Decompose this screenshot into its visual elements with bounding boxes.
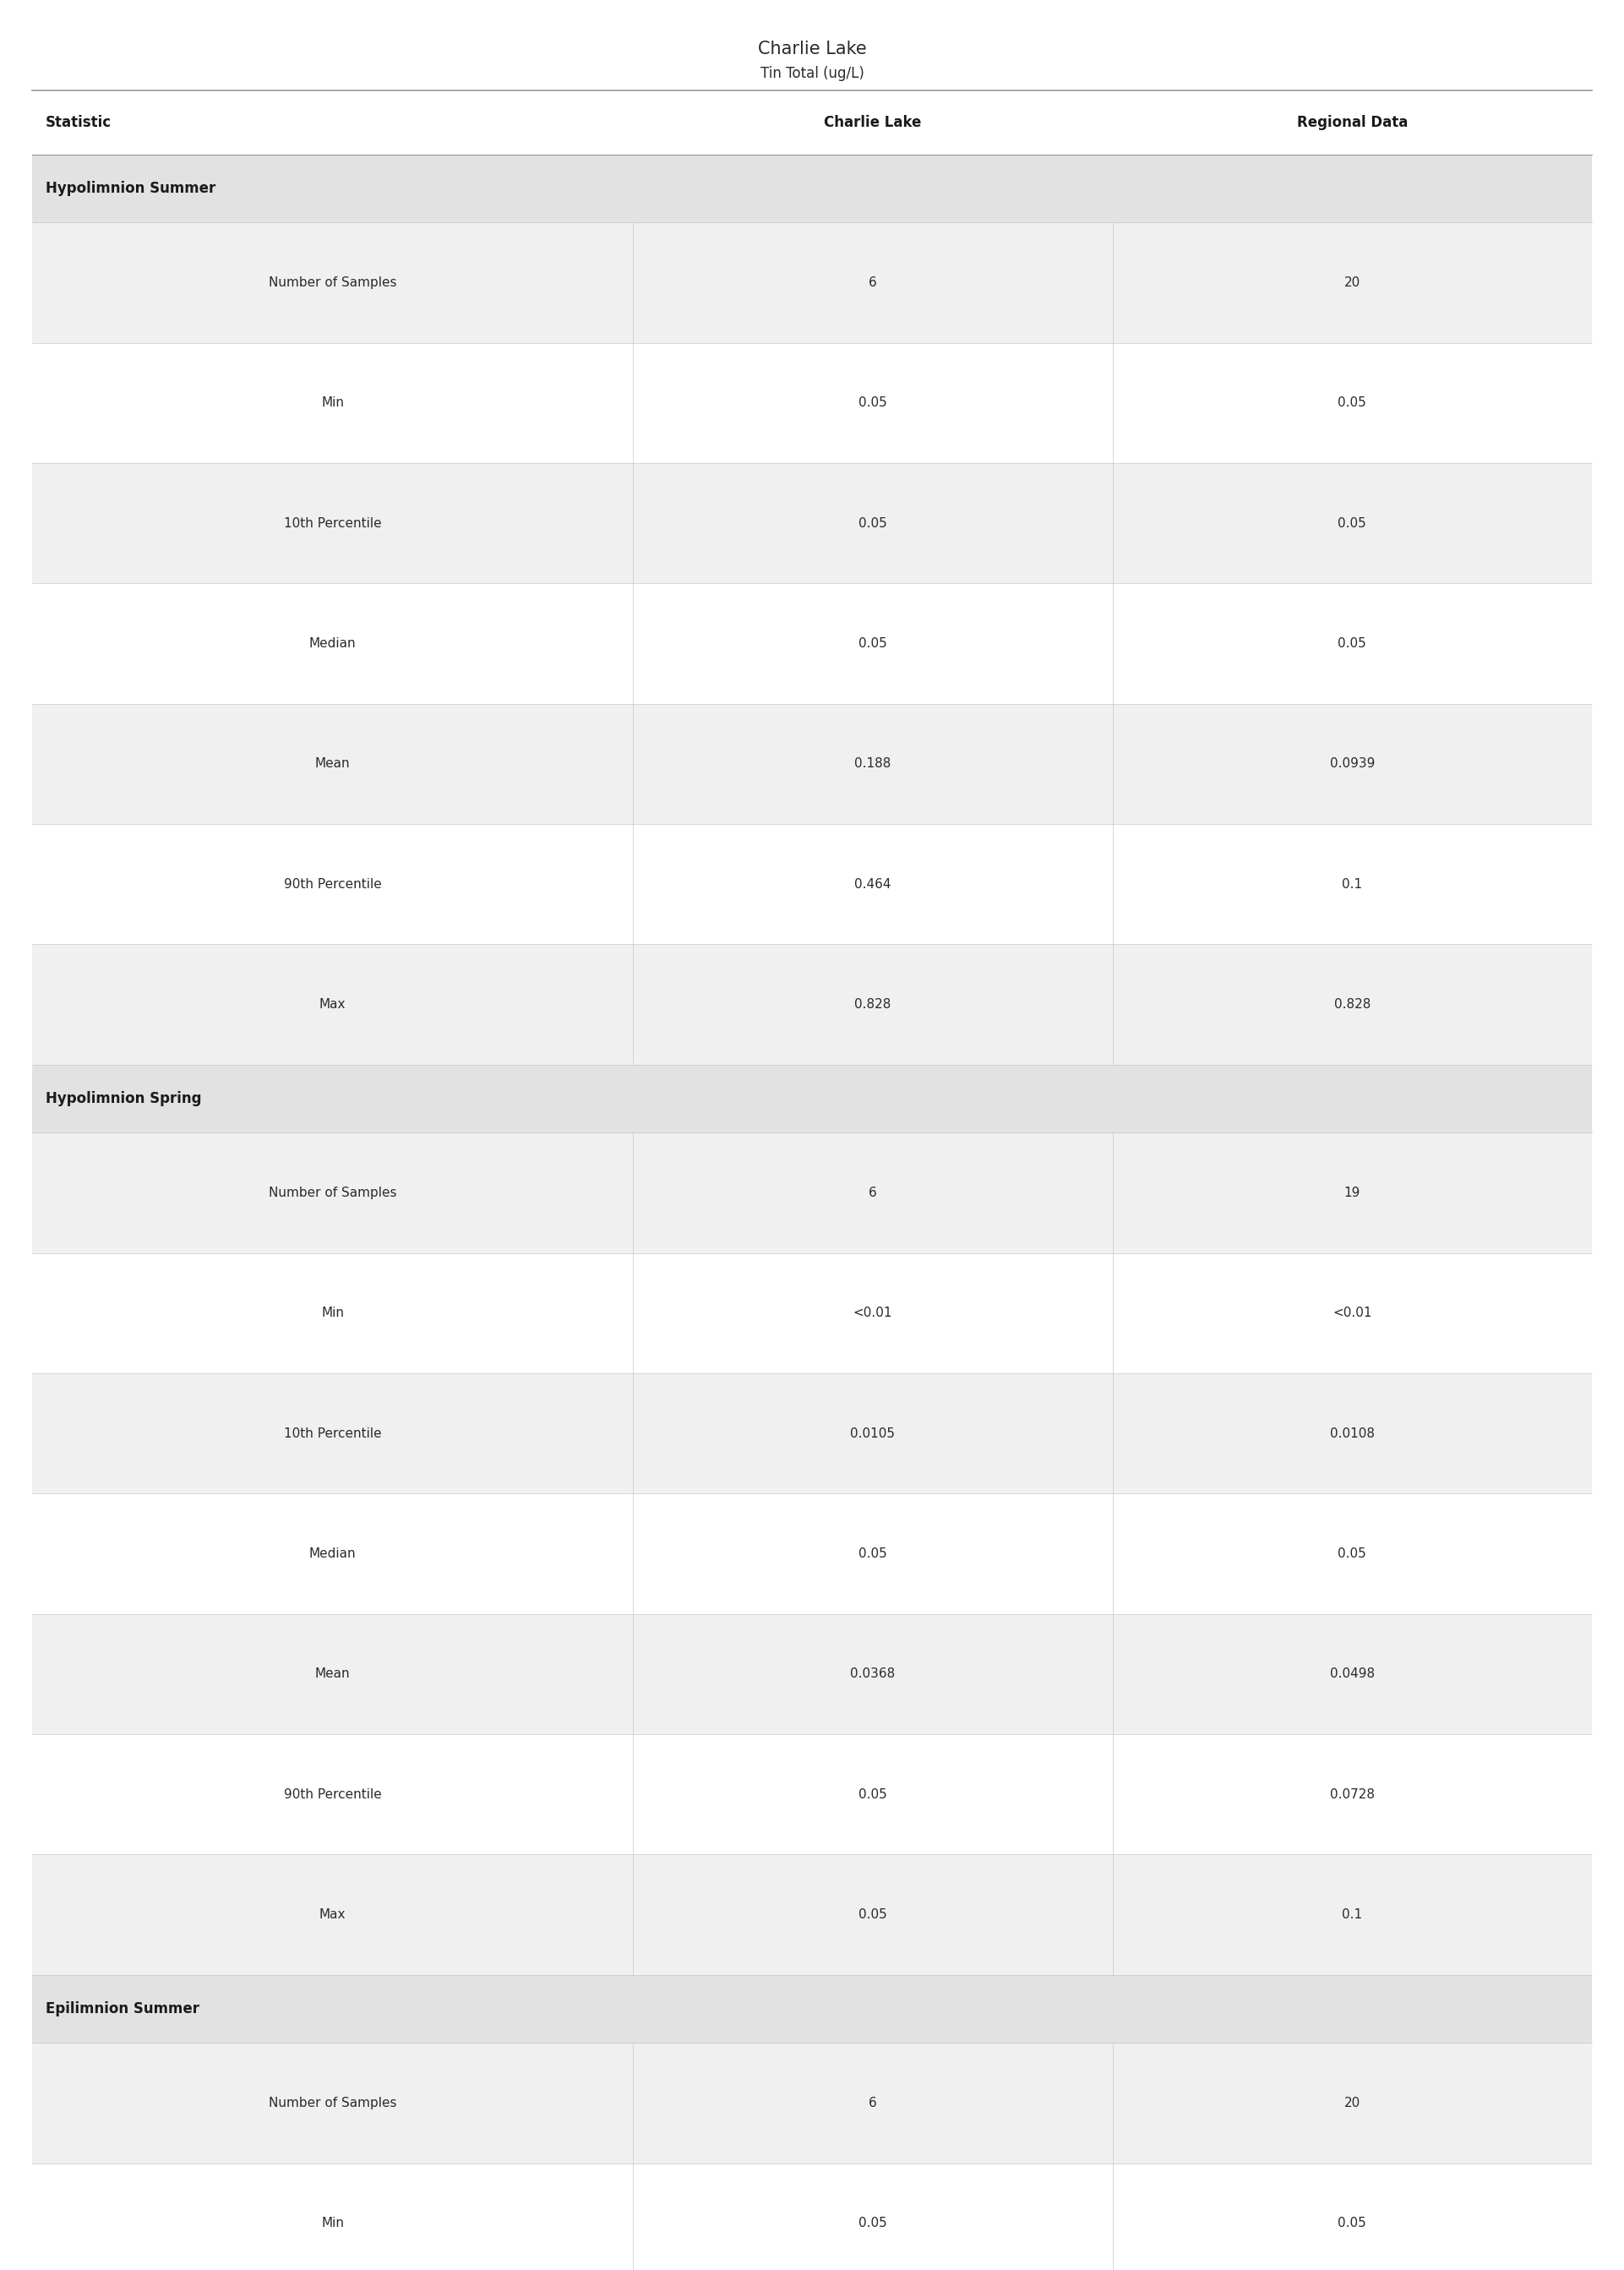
Text: Hypolimnion Summer: Hypolimnion Summer (45, 182, 216, 195)
Text: Epilimnion Summer: Epilimnion Summer (45, 2002, 200, 2016)
Text: 90th Percentile: 90th Percentile (284, 878, 382, 890)
Text: 0.0105: 0.0105 (851, 1428, 895, 1439)
Text: 0.828: 0.828 (854, 999, 892, 1010)
Text: Tin Total (ug/L): Tin Total (ug/L) (760, 66, 864, 82)
Bar (32, 91, 1592, 154)
Text: <0.01: <0.01 (853, 1308, 893, 1319)
Text: Min: Min (322, 1308, 344, 1319)
Text: 6: 6 (869, 2097, 877, 2109)
Text: 19: 19 (1345, 1187, 1361, 1199)
Text: Median: Median (309, 638, 356, 649)
Text: 0.05: 0.05 (859, 1909, 887, 1920)
Text: 6: 6 (869, 1187, 877, 1199)
Text: 0.05: 0.05 (1338, 1548, 1366, 1559)
Bar (32, 704, 1592, 824)
Bar (32, 1614, 1592, 1734)
Text: 0.05: 0.05 (859, 638, 887, 649)
Bar (32, 154, 1592, 222)
Text: 0.0939: 0.0939 (1330, 758, 1376, 770)
Text: 20: 20 (1345, 277, 1361, 288)
Text: 90th Percentile: 90th Percentile (284, 1789, 382, 1800)
Bar (32, 2163, 1592, 2270)
Text: Max: Max (320, 999, 346, 1010)
Text: 0.0728: 0.0728 (1330, 1789, 1374, 1800)
Text: Charlie Lake: Charlie Lake (823, 116, 921, 129)
Bar (32, 1494, 1592, 1614)
Text: 0.05: 0.05 (859, 518, 887, 529)
Text: 0.05: 0.05 (859, 1548, 887, 1559)
Text: 0.464: 0.464 (854, 878, 892, 890)
Text: Min: Min (322, 2218, 344, 2229)
Bar (32, 583, 1592, 704)
Bar (32, 1133, 1592, 1253)
Bar (32, 343, 1592, 463)
Text: 0.05: 0.05 (859, 397, 887, 409)
Bar (32, 1065, 1592, 1133)
Text: 0.828: 0.828 (1333, 999, 1371, 1010)
Text: Hypolimnion Spring: Hypolimnion Spring (45, 1092, 201, 1105)
Text: 6: 6 (869, 277, 877, 288)
Bar (32, 1253, 1592, 1373)
Text: 0.05: 0.05 (859, 2218, 887, 2229)
Text: 0.188: 0.188 (854, 758, 892, 770)
Bar (32, 463, 1592, 583)
Text: 0.05: 0.05 (859, 1789, 887, 1800)
Text: Min: Min (322, 397, 344, 409)
Text: Number of Samples: Number of Samples (268, 1187, 396, 1199)
Text: 0.1: 0.1 (1341, 878, 1363, 890)
Text: 10th Percentile: 10th Percentile (284, 518, 382, 529)
Text: 0.05: 0.05 (1338, 397, 1366, 409)
Text: 0.05: 0.05 (1338, 638, 1366, 649)
Bar (32, 2043, 1592, 2163)
Text: 0.1: 0.1 (1341, 1909, 1363, 1920)
Text: 0.0498: 0.0498 (1330, 1668, 1374, 1680)
Text: 0.05: 0.05 (1338, 2218, 1366, 2229)
Text: 0.05: 0.05 (1338, 518, 1366, 529)
Text: Regional Data: Regional Data (1296, 116, 1408, 129)
Bar (32, 1855, 1592, 1975)
Text: Mean: Mean (315, 1668, 351, 1680)
Text: Mean: Mean (315, 758, 351, 770)
Bar (32, 222, 1592, 343)
Text: 0.0108: 0.0108 (1330, 1428, 1374, 1439)
Text: <0.01: <0.01 (1333, 1308, 1372, 1319)
Text: Number of Samples: Number of Samples (268, 2097, 396, 2109)
Bar (32, 1373, 1592, 1494)
Text: Max: Max (320, 1909, 346, 1920)
Text: 0.0368: 0.0368 (851, 1668, 895, 1680)
Text: Number of Samples: Number of Samples (268, 277, 396, 288)
Bar (32, 824, 1592, 944)
Text: 20: 20 (1345, 2097, 1361, 2109)
Text: 10th Percentile: 10th Percentile (284, 1428, 382, 1439)
Bar (32, 1975, 1592, 2043)
Text: Statistic: Statistic (45, 116, 112, 129)
Bar (32, 1734, 1592, 1855)
Text: Charlie Lake: Charlie Lake (758, 41, 866, 57)
Bar (32, 944, 1592, 1065)
Text: Median: Median (309, 1548, 356, 1559)
